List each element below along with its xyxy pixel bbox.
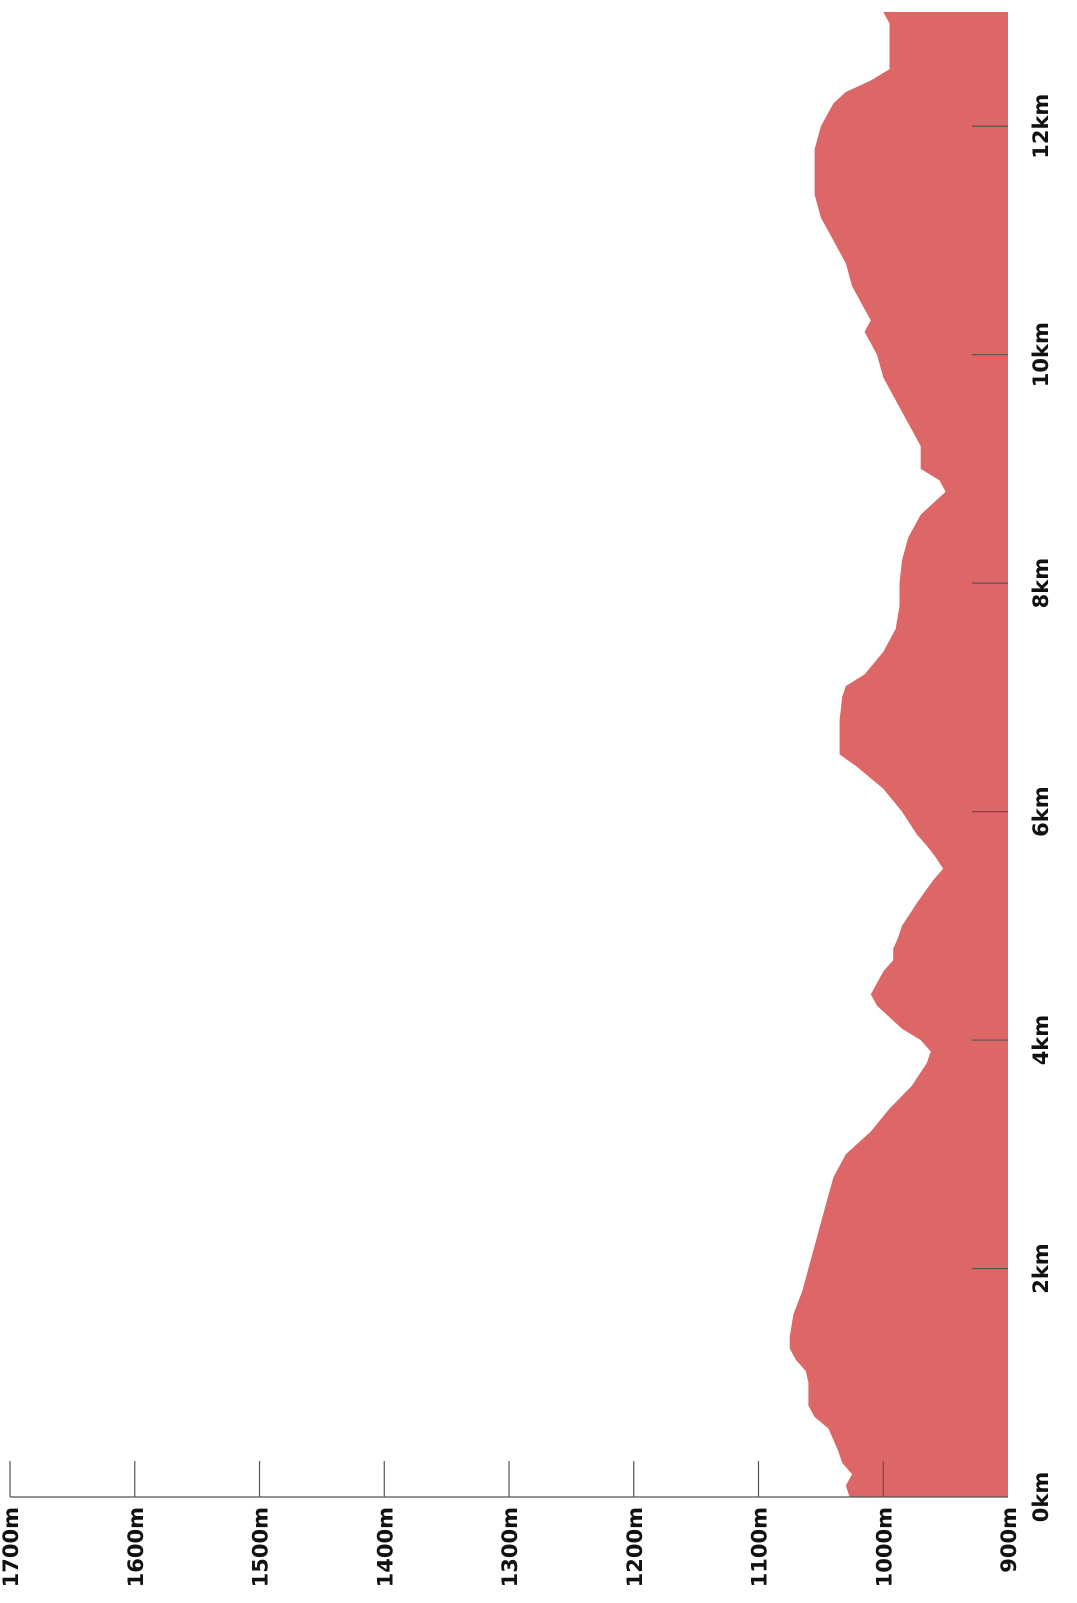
elevation-tick-label: 1600m [124,1507,148,1587]
elevation-tick-label: 1000m [872,1507,896,1587]
axis-layer [9,125,1008,1498]
distance-tick-label: 8km [1029,558,1053,608]
elevation-tick-label: 1300m [498,1507,522,1587]
area-layer [789,12,1008,1497]
elevation-tick-label: 1100m [748,1507,772,1587]
elevation-tick-label: 1500m [249,1507,273,1587]
elevation-area [789,12,1008,1497]
label-layer: 900m 1000m 1100m 1200m 1300m 1400m 1500m 1600m 1… [0,94,1053,1588]
elevation-tick-label: 1700m [0,1507,23,1587]
distance-tick-label: 4km [1029,1015,1053,1065]
distance-tick-label: 6km [1029,786,1053,836]
distance-tick-label: 2km [1029,1243,1053,1293]
distance-tick-label: 10km [1029,322,1053,387]
elevation-tick-label: 1200m [623,1507,647,1587]
distance-tick-label: 12km [1029,94,1053,159]
elevation-tick-label: 900m [997,1507,1021,1573]
elevation-tick-label: 1400m [373,1507,397,1587]
distance-tick-label: 0km [1029,1472,1053,1522]
